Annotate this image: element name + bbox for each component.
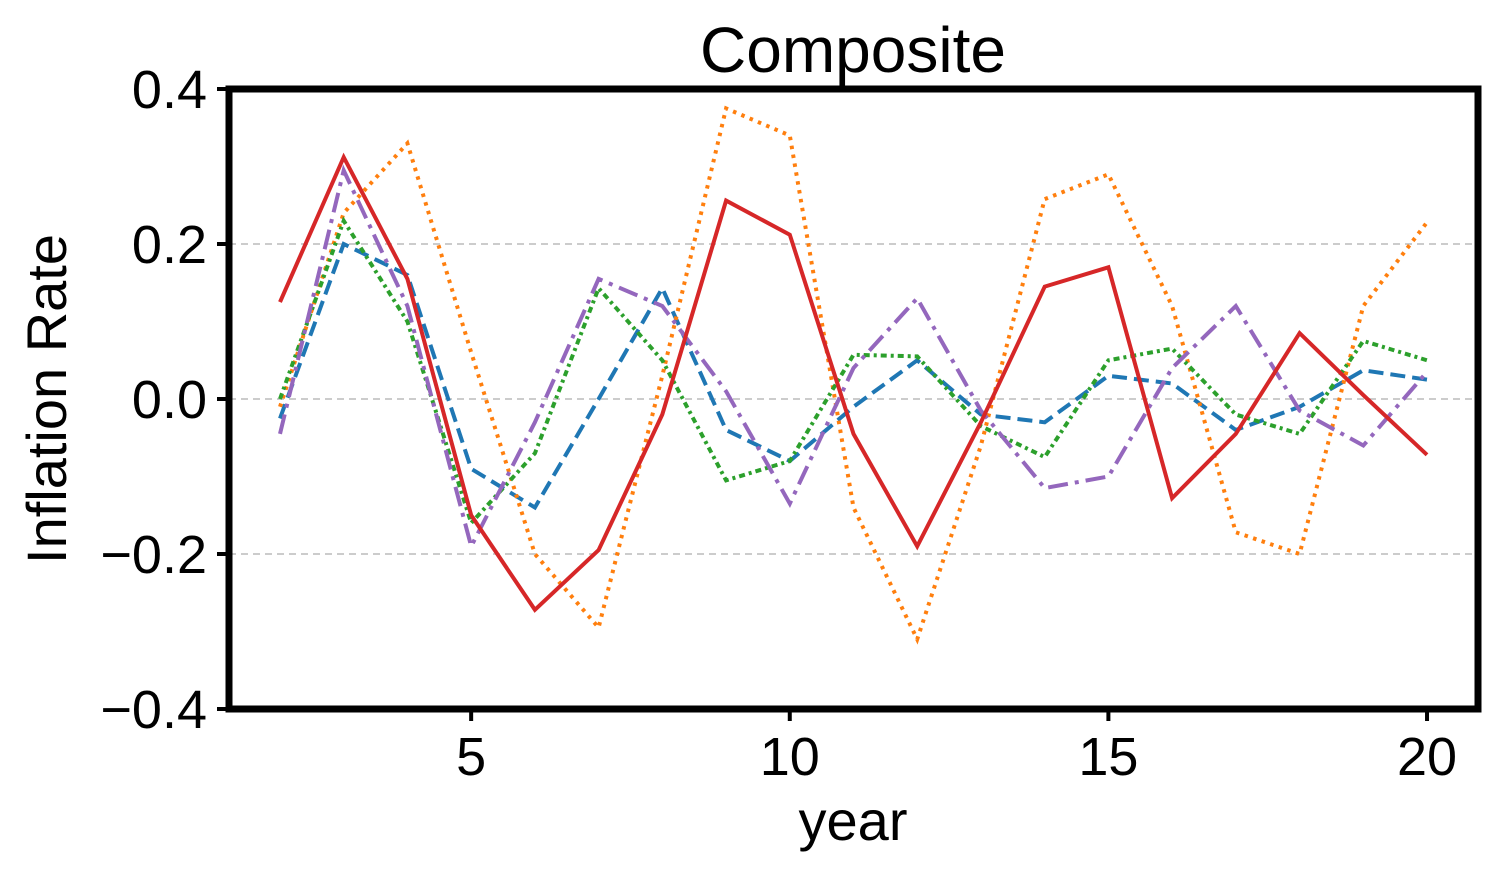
y-tick-label-3: 0.2 [132,215,207,275]
y-axis-label: Inflation Rate [15,234,78,564]
x-tick-label-20: 20 [1397,727,1457,787]
x-tick-label-5: 5 [456,727,486,787]
y-tick-label-4: 0.4 [132,60,207,120]
x-tick-label-15: 15 [1078,727,1138,787]
series-line-1 [278,241,1428,511]
series-line-4 [278,164,1429,552]
series-line-5 [278,152,1429,613]
y-tick-label-1: −0.2 [100,525,207,585]
x-axis-label: year [799,789,908,852]
tick-layer: 5 10 15 20 −0.4 −0.2 0.0 0.2 0.4 [100,60,1457,787]
chart-title: Composite [700,14,1006,86]
series-layer [278,105,1429,645]
y-tick-label-2: 0.0 [132,370,207,430]
grid-layer [229,243,1478,555]
y-tick-label-0: −0.4 [100,680,207,740]
x-tick-label-10: 10 [760,727,820,787]
